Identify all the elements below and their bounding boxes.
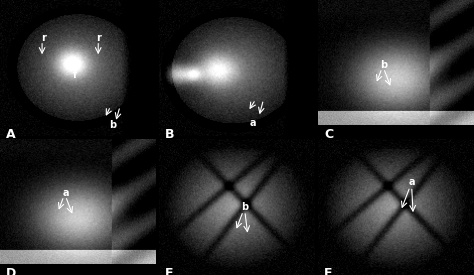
Text: b: b (241, 202, 248, 212)
Text: a: a (409, 177, 415, 188)
Text: B: B (165, 128, 175, 141)
Text: r: r (96, 33, 100, 43)
Text: a: a (62, 188, 69, 198)
Text: E: E (165, 267, 174, 275)
Text: b: b (109, 120, 116, 130)
Text: D: D (6, 267, 17, 275)
Text: r: r (41, 33, 46, 43)
Text: b: b (380, 60, 387, 70)
Text: f: f (73, 70, 77, 80)
Text: F: F (324, 267, 333, 275)
Text: A: A (6, 128, 16, 141)
Text: a: a (249, 117, 256, 128)
Text: C: C (324, 128, 333, 141)
